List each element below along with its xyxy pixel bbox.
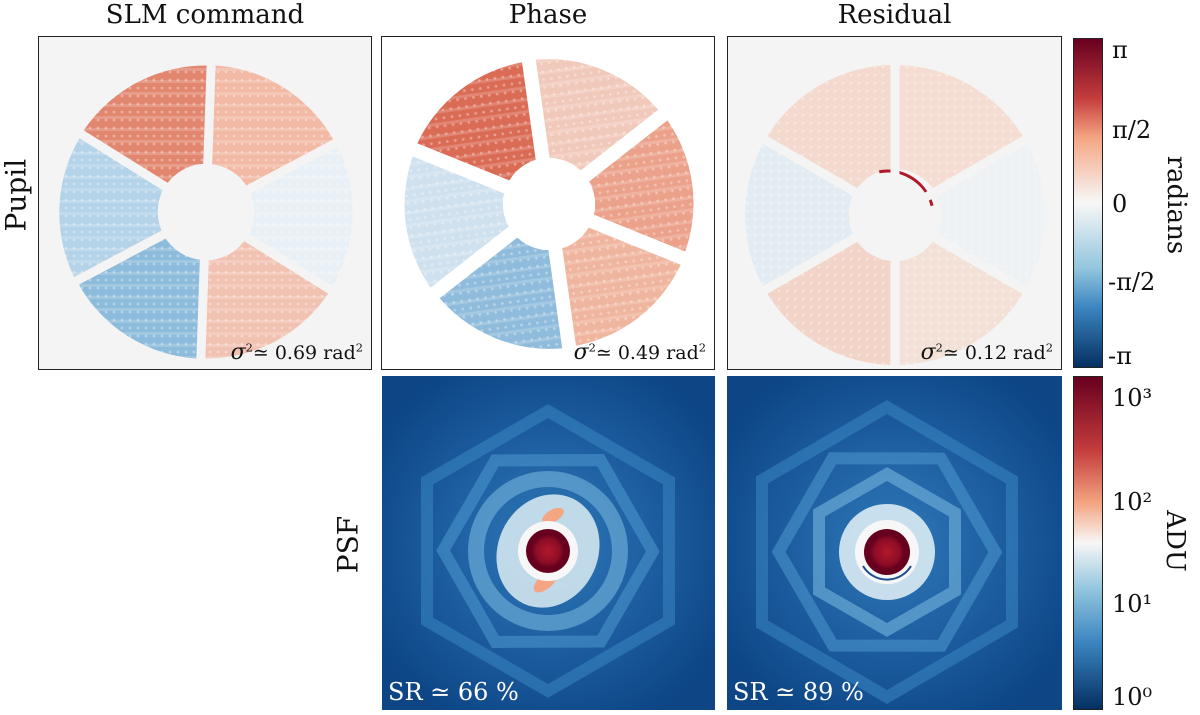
- psf-image-phase: [382, 376, 715, 710]
- sigma-label-phase: σ2≃ 0.49 rad2: [573, 340, 706, 365]
- colorbar-radians: [1073, 38, 1103, 368]
- colorbar-adu-tick-1e2: 10²: [1112, 488, 1153, 516]
- colorbar-radians-tick-pi: π: [1112, 36, 1128, 64]
- colorbar-radians-tick-minus-half-pi: -π/2: [1108, 268, 1156, 296]
- colorbar-radians-tick-half-pi: π/2: [1112, 116, 1152, 144]
- colorbar-adu-tick-1e1: 10¹: [1112, 590, 1153, 618]
- psf-panel-residual: SR ≃ 89 %: [727, 376, 1062, 710]
- psf-image-residual: [727, 376, 1062, 710]
- pupil-image-slm: [59, 61, 353, 363]
- pupil-image-residual: [744, 60, 1046, 369]
- colorbar-radians-tick-minus-pi: -π: [1108, 342, 1132, 370]
- sigma-label-residual: σ2≃ 0.12 rad2: [920, 340, 1053, 365]
- pupil-panel-phase: σ2≃ 0.49 rad2: [381, 36, 715, 370]
- strehl-ratio-phase: SR ≃ 66 %: [388, 678, 519, 706]
- row-label-psf: PSF: [331, 515, 365, 574]
- column-title-phase: Phase: [508, 0, 588, 30]
- colorbar-adu-tick-1e3: 10³: [1112, 384, 1153, 412]
- colorbar-radians-label: radians: [1161, 155, 1191, 255]
- row-label-pupil: Pupil: [0, 158, 33, 232]
- pupil-image-phase: [404, 54, 694, 354]
- colorbar-adu-tick-1e0: 10⁰: [1112, 683, 1153, 711]
- pupil-panel-residual: σ2≃ 0.12 rad2: [727, 36, 1062, 370]
- sigma-label-slm: σ2≃ 0.69 rad2: [230, 340, 363, 365]
- column-title-residual: Residual: [837, 0, 952, 30]
- colorbar-adu: [1073, 376, 1103, 710]
- psf-panel-phase: SR ≃ 66 %: [382, 376, 715, 710]
- strehl-ratio-residual: SR ≃ 89 %: [733, 678, 864, 706]
- colorbar-adu-label: ADU: [1160, 510, 1190, 572]
- colorbar-radians-tick-zero: 0: [1112, 190, 1128, 218]
- pupil-panel-slm-command: σ2≃ 0.69 rad2: [38, 36, 372, 370]
- column-title-slm-command: SLM command: [105, 0, 305, 30]
